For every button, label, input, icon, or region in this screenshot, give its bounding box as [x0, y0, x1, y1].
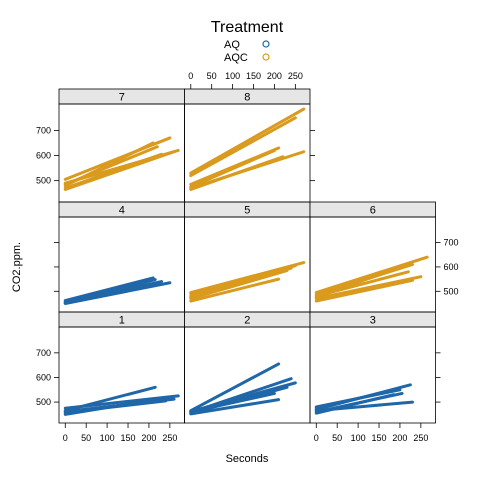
- series-line: [189, 116, 297, 178]
- legend-label-aqc: AQC: [224, 52, 248, 64]
- tick-label: 100: [351, 433, 366, 443]
- series-line: [189, 269, 276, 299]
- tick-label: 600: [36, 372, 51, 382]
- tick-label: 500: [444, 286, 459, 296]
- panel-strip-label: 4: [119, 205, 125, 217]
- x-axis-title: Seconds: [226, 453, 269, 465]
- panel-1: 1: [58, 311, 185, 424]
- series-line: [189, 269, 289, 301]
- tick-label: 600: [444, 262, 459, 272]
- panel-7: 7: [58, 88, 185, 203]
- panel-6: 6: [309, 201, 436, 313]
- tick-label: 50: [81, 433, 91, 443]
- legend-label-aq: AQ: [224, 39, 240, 51]
- y-axis-title: CO2.ppm.: [11, 242, 23, 292]
- series-line: [189, 155, 285, 191]
- tick-label: 0: [63, 433, 68, 443]
- series-line: [189, 148, 276, 189]
- series-line: [63, 394, 180, 410]
- tick-label: 150: [121, 433, 136, 443]
- legend-marker-aq: [262, 40, 270, 48]
- tick-label: 0: [314, 433, 319, 443]
- tick-label: 600: [36, 151, 51, 161]
- panel-frame: [309, 216, 436, 313]
- panel-strip-label: 3: [370, 315, 376, 327]
- tick-label: 250: [288, 71, 303, 81]
- series-line: [314, 393, 396, 415]
- series-line: [314, 270, 410, 298]
- tick-label: 150: [246, 71, 261, 81]
- series-line: [189, 277, 281, 303]
- series-line: [314, 255, 429, 295]
- panel-strip-label: 8: [244, 92, 250, 104]
- series-line: [63, 150, 176, 191]
- tick-label: 50: [332, 433, 342, 443]
- tick-label: 100: [100, 433, 115, 443]
- tick-label: 0: [188, 71, 193, 81]
- tick-label: 500: [36, 397, 51, 407]
- tick-label: 250: [162, 433, 177, 443]
- series-line: [189, 107, 306, 175]
- series-line: [63, 145, 159, 186]
- tick-label: 50: [207, 71, 217, 81]
- panel-4: 4: [58, 201, 185, 313]
- tick-label: 250: [413, 433, 428, 443]
- panel-5: 5: [184, 201, 311, 313]
- panel-2: 2: [184, 311, 311, 424]
- tick-label: 200: [267, 71, 282, 81]
- series-line: [314, 389, 391, 410]
- panel-frame: [309, 326, 436, 424]
- tick-label: 200: [141, 433, 156, 443]
- tick-label: 150: [372, 433, 387, 443]
- panel-strip-label: 7: [119, 92, 125, 104]
- series-line: [314, 275, 423, 301]
- legend-title: Treatment: [211, 19, 284, 36]
- panel-strip-label: 5: [244, 205, 250, 217]
- legend-marker-aqc: [262, 53, 270, 61]
- series-line: [189, 362, 281, 413]
- tick-label: 700: [36, 348, 51, 358]
- tick-label: 700: [444, 238, 459, 248]
- panel-strip-label: 2: [244, 315, 250, 327]
- series-line: [189, 398, 281, 416]
- tick-label: 700: [36, 125, 51, 135]
- tick-label: 200: [392, 433, 407, 443]
- series-line: [189, 381, 297, 413]
- panel-grid: 1 2 3 4 5 6 7 8: [58, 88, 436, 424]
- panel-strip-label: 1: [119, 315, 125, 327]
- legend: Treatment AQ AQC: [211, 19, 284, 64]
- tick-label: 100: [225, 71, 240, 81]
- panel-frame: [184, 103, 311, 203]
- panel-strip-label: 6: [370, 205, 376, 217]
- series-line: [63, 278, 157, 305]
- panel-3: 3: [309, 311, 436, 424]
- series-line: [314, 278, 414, 303]
- tick-label: 500: [36, 176, 51, 186]
- series-line: [63, 276, 155, 303]
- series-line: [63, 397, 176, 413]
- panel-8: 8: [184, 88, 311, 203]
